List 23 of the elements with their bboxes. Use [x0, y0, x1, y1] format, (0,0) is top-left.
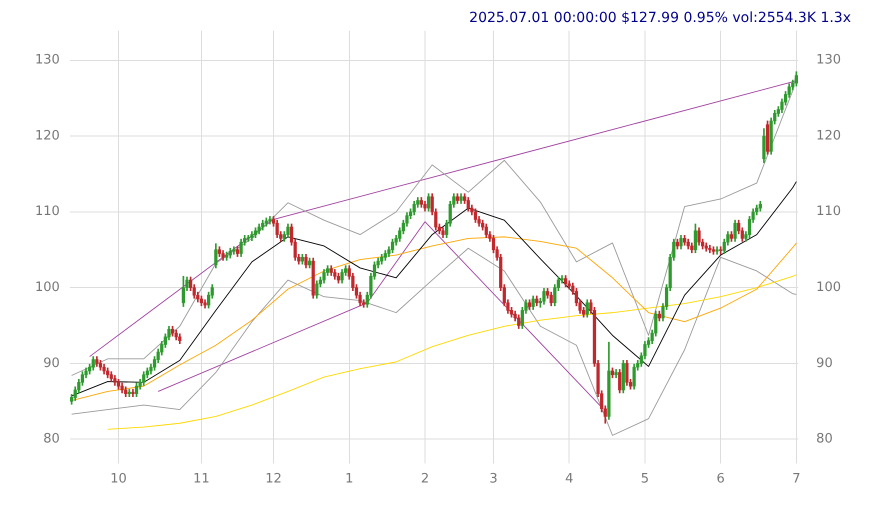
y2-tick-label: 100: [816, 280, 842, 296]
x-tick-label: 4: [565, 472, 574, 487]
y-tick-label: 80: [43, 432, 60, 447]
y-tick-label: 130: [34, 52, 60, 68]
chart-title: 2025.07.01 00:00:00 $127.99 0.95% vol:2554.3K 1.3x: [469, 10, 851, 26]
x-tick-label: 7: [792, 472, 801, 487]
x-tick-label: 3: [489, 472, 498, 487]
y2-tick-label: 80: [816, 432, 833, 447]
y2-tick-label: 120: [816, 128, 842, 144]
y2-tick-label: 110: [816, 204, 842, 220]
x-tick-label: 12: [265, 472, 282, 487]
y-tick-label: 90: [43, 356, 60, 371]
y-tick-label: 110: [34, 204, 60, 220]
y2-tick-label: 90: [816, 356, 833, 371]
x-tick-label: 2: [420, 472, 430, 487]
x-tick-label: 10: [110, 472, 127, 487]
x-tick-label: 5: [640, 472, 650, 487]
x-tick-label: 1: [345, 472, 354, 487]
x-tick-label: 11: [193, 472, 210, 487]
y-tick-label: 120: [34, 128, 60, 144]
y-tick-label: 100: [34, 280, 60, 296]
y2-tick-label: 130: [816, 52, 842, 68]
x-tick-label: 6: [716, 472, 725, 487]
